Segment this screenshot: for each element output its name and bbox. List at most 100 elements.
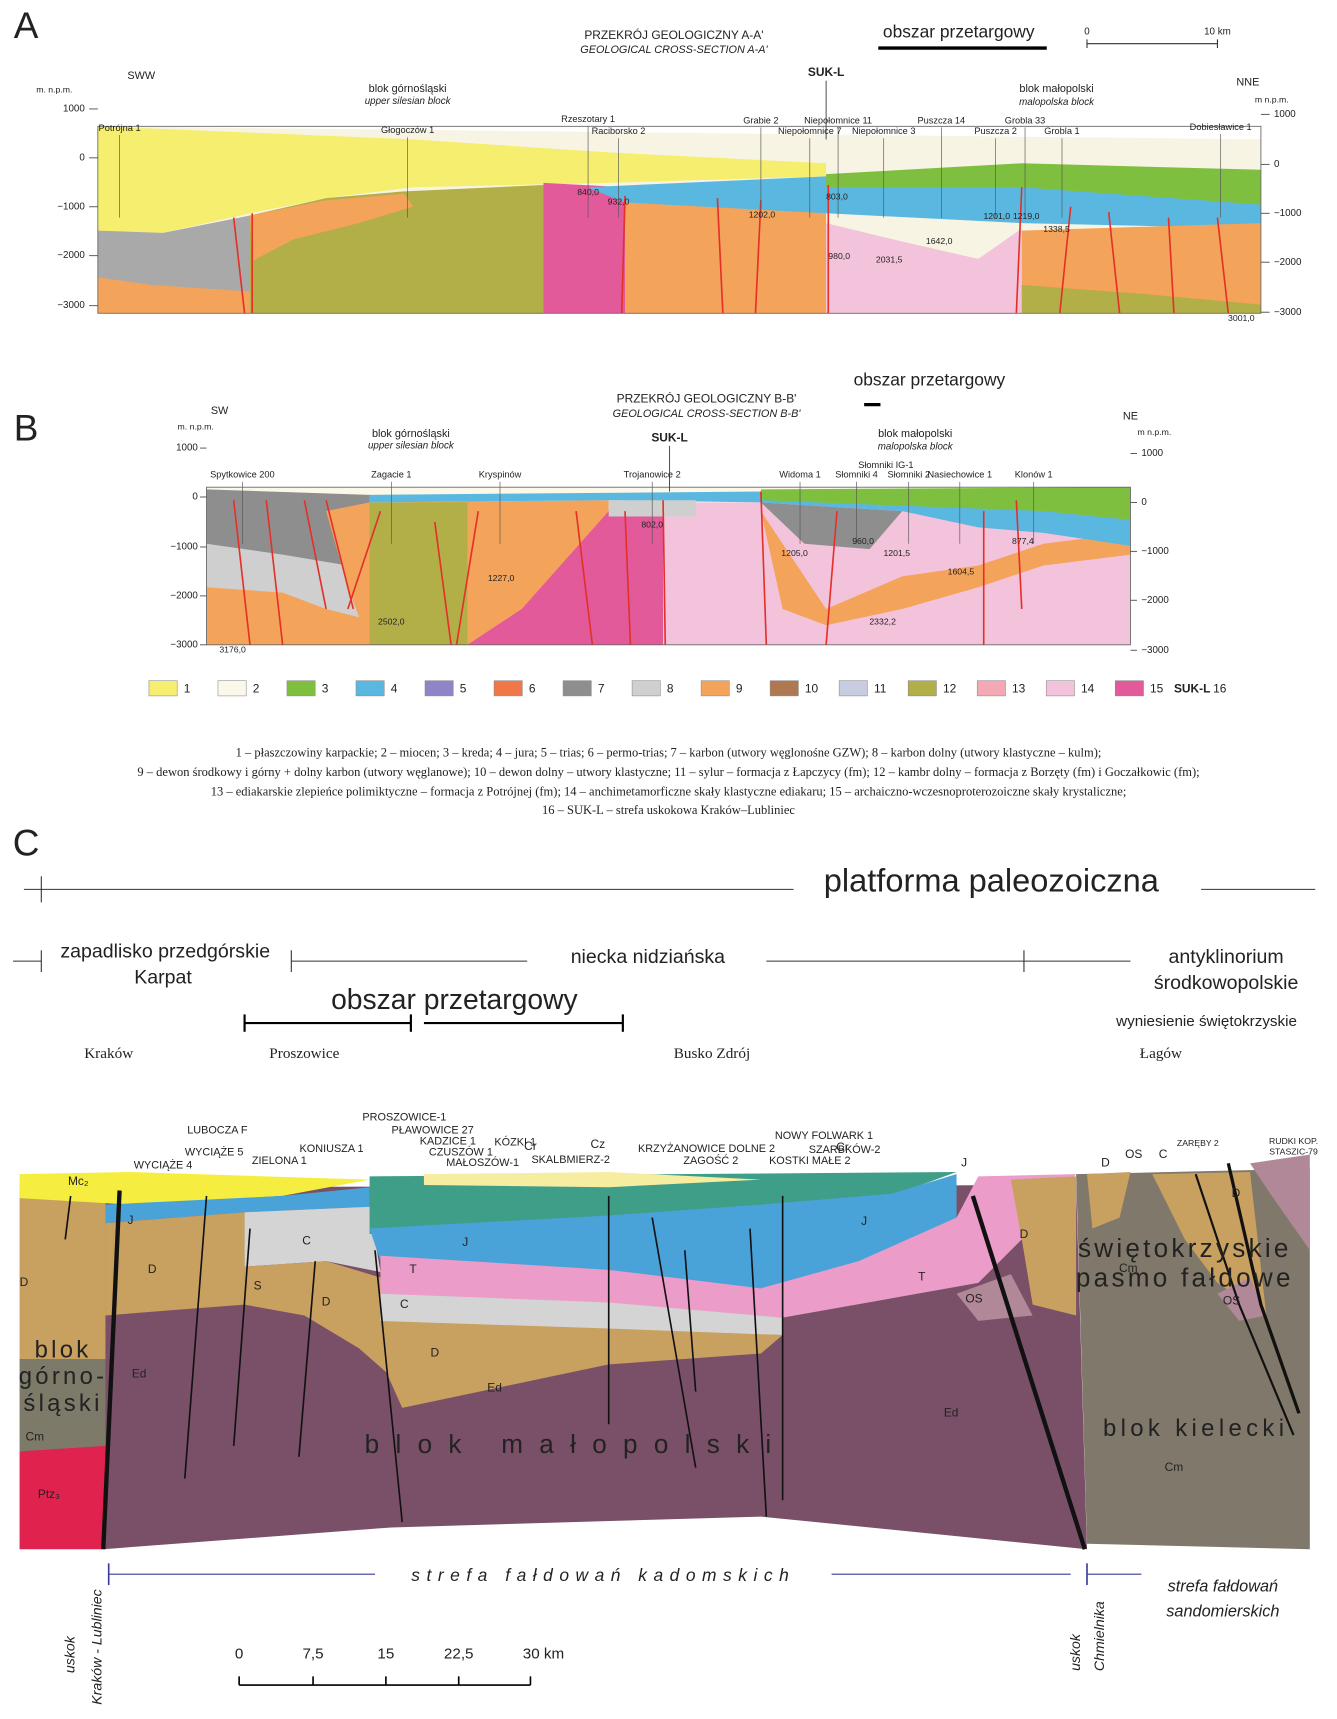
section-title: PRZEKRÓJ GEOLOGICZNY A-A' bbox=[584, 27, 763, 42]
unit-name: antyklinorium bbox=[1169, 946, 1284, 968]
unit-symbol: S bbox=[254, 1278, 262, 1292]
unit: m. n.p.m. bbox=[178, 422, 214, 432]
legend-description: 16 – SUK-L – strefa uskokowa Kraków–Lubl… bbox=[542, 803, 795, 817]
triassic bbox=[380, 1174, 1077, 1318]
unit-symbol: J bbox=[861, 1214, 867, 1228]
depth-tick: −3000 bbox=[57, 300, 85, 311]
legend-swatch bbox=[976, 680, 1006, 697]
unit: m. n.p.m. bbox=[36, 85, 72, 95]
legend-swatch bbox=[562, 680, 592, 697]
fault-line bbox=[347, 510, 382, 610]
well-name: Słomniki 2 bbox=[887, 470, 930, 480]
unit-symbol: Ed bbox=[132, 1366, 147, 1380]
well-depth: 3001,0 bbox=[1228, 313, 1255, 323]
fault-line bbox=[825, 511, 838, 645]
ediacaran bbox=[663, 494, 1131, 645]
devonian bbox=[206, 587, 370, 645]
well-depth: 2031,5 bbox=[876, 254, 903, 264]
depth-tick: 1000 bbox=[1141, 448, 1163, 459]
unit-symbol: Cm bbox=[1119, 1261, 1138, 1275]
depth-tick: −1000 bbox=[170, 542, 198, 553]
well-depth: 1227,0 bbox=[488, 573, 515, 583]
well-depth: 840,0 bbox=[577, 187, 599, 197]
block-name: blok małopolski bbox=[1019, 83, 1093, 95]
depth-tick: −2000 bbox=[57, 250, 85, 261]
legend-number: 9 bbox=[736, 682, 743, 696]
fault-label: SUK-L bbox=[808, 65, 844, 79]
ordovician-silurian bbox=[1250, 1154, 1310, 1251]
well-name: Widoma 1 bbox=[779, 470, 821, 480]
well-name: LUBOCZA F bbox=[187, 1125, 248, 1137]
depth-tick: −3000 bbox=[170, 639, 198, 650]
unit-symbol: D bbox=[322, 1295, 331, 1309]
panel-letter: A bbox=[14, 5, 39, 46]
town: Kraków bbox=[84, 1045, 133, 1062]
well-depth: 802,0 bbox=[641, 520, 663, 530]
block-name-en: upper silesian block bbox=[368, 440, 455, 451]
well-name: ZAGOŚĆ 2 bbox=[683, 1154, 738, 1167]
scale-label: 0 bbox=[1084, 26, 1090, 37]
block-name: blok kielecki bbox=[1103, 1415, 1288, 1442]
carboniferous bbox=[760, 502, 903, 550]
legend-swatch bbox=[1045, 680, 1075, 697]
block-name: śląski bbox=[23, 1390, 102, 1417]
fault-line bbox=[1059, 206, 1072, 314]
depth-tick: 0 bbox=[192, 492, 198, 503]
fault-line bbox=[265, 500, 284, 645]
depth-tick: −2000 bbox=[170, 590, 198, 601]
unit-symbol: Ptz₃ bbox=[38, 1487, 60, 1501]
well-name: PŁAWOWICE 27 bbox=[391, 1125, 473, 1137]
well-depth: 1338,5 bbox=[1043, 224, 1070, 234]
legend-number: 4 bbox=[391, 682, 398, 696]
legend-description: 9 – dewon środkowy i górny + dolny karbo… bbox=[137, 765, 1199, 779]
well-depth: 1219,0 bbox=[1013, 211, 1040, 221]
well-depth: 1201,5 bbox=[883, 548, 910, 558]
legend-number: 13 bbox=[1012, 682, 1026, 696]
legend-number: 3 bbox=[322, 682, 329, 696]
unit-symbol: D bbox=[1101, 1155, 1110, 1169]
fault-line bbox=[298, 1261, 317, 1457]
well-name: Grabie 2 bbox=[743, 115, 778, 125]
well-name: Słomniki IG-1 bbox=[858, 460, 913, 470]
scale-label: 10 km bbox=[1204, 26, 1231, 37]
well-name: PROSZOWICE-1 bbox=[362, 1112, 446, 1124]
well-depth: 980,0 bbox=[828, 251, 850, 261]
unit-symbol: D bbox=[430, 1346, 439, 1360]
devonian bbox=[244, 1261, 403, 1387]
unit-symbol: Cm bbox=[25, 1429, 44, 1443]
well-name: KOSTKI MAŁE 2 bbox=[769, 1155, 850, 1167]
well-depth: 1604,5 bbox=[948, 566, 975, 576]
block-name: górno- bbox=[19, 1363, 108, 1390]
devonian bbox=[19, 1187, 106, 1359]
block-name-en: upper silesian block bbox=[365, 96, 452, 107]
block-name: blok małopolski bbox=[365, 1429, 788, 1459]
carboniferous bbox=[244, 1206, 381, 1273]
legend-number: 12 bbox=[943, 682, 957, 696]
legend-number: 2 bbox=[253, 682, 260, 696]
well-name: Nasiechowice 1 bbox=[928, 470, 993, 480]
legend-swatch bbox=[1114, 680, 1144, 697]
unit-symbol: J bbox=[127, 1213, 133, 1227]
well-name: CZUSZÓW 1 bbox=[429, 1145, 493, 1158]
area-label: obszar przetargowy bbox=[883, 21, 1035, 41]
area-label: obszar przetargowy bbox=[854, 369, 1006, 389]
legend-swatch bbox=[424, 680, 454, 697]
cretaceous bbox=[760, 487, 1131, 520]
fault-line bbox=[749, 1228, 768, 1517]
legend-number: 16 bbox=[1213, 682, 1227, 696]
unit-name: wyniesienie świętokrzyskie bbox=[1115, 1013, 1297, 1030]
well-name: Kryspinów bbox=[479, 470, 522, 480]
fault-line bbox=[325, 500, 355, 610]
fault-line bbox=[760, 491, 768, 645]
unit-symbol: T bbox=[409, 1262, 417, 1276]
block-name: blok małopolski bbox=[878, 428, 952, 440]
fault-label: SUK-L bbox=[651, 430, 687, 444]
fault-line bbox=[1107, 212, 1121, 314]
well-name: KONIUSZA 1 bbox=[300, 1143, 364, 1155]
well-name: Zagacie 1 bbox=[371, 470, 412, 480]
fault-line bbox=[1015, 500, 1023, 609]
devonian bbox=[105, 1212, 245, 1316]
fault-line bbox=[651, 1217, 697, 1468]
fault-name: uskok bbox=[61, 1635, 77, 1673]
